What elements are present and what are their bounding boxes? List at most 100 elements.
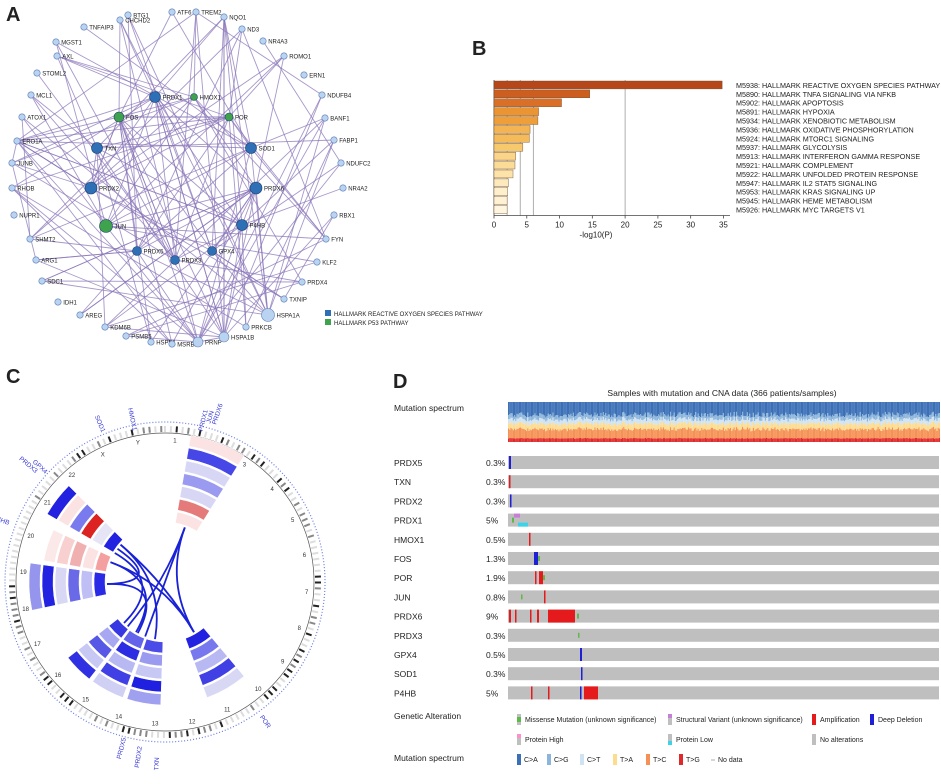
- cytoband: [11, 608, 18, 612]
- spectrum-column: [844, 430, 846, 439]
- spectrum-column: [532, 415, 534, 420]
- spectrum-column: [574, 416, 576, 421]
- spectrum-column: [530, 420, 532, 426]
- spectrum-column: [800, 423, 802, 430]
- cytoband: [214, 434, 219, 442]
- spectrum-column: [846, 422, 848, 429]
- spectrum-column: [910, 428, 912, 439]
- chromosome-label: X: [101, 452, 105, 458]
- bar: [493, 80, 723, 90]
- spectrum-column: [930, 414, 932, 419]
- spectrum-column: [798, 413, 800, 419]
- spectrum-column: [934, 420, 936, 425]
- spectrum-column: [606, 424, 608, 431]
- spectrum-column: [857, 415, 859, 420]
- spectrum-column: [546, 402, 548, 417]
- network-edge: [136, 187, 257, 252]
- spectrum-column: [821, 423, 823, 430]
- spectrum-column: [770, 422, 772, 429]
- spectrum-column: [727, 427, 729, 439]
- alteration-mark: [509, 456, 511, 469]
- spectrum-column: [644, 422, 646, 429]
- spectrum-column: [647, 402, 649, 413]
- spectrum-column: [764, 430, 766, 439]
- spectrum-column: [758, 420, 760, 425]
- spectrum-column: [608, 402, 610, 415]
- spectrum-column: [709, 423, 711, 430]
- spectrum-column: [800, 413, 802, 419]
- spectrum-column: [916, 402, 918, 413]
- spectrum-column: [604, 429, 606, 439]
- spectrum-column: [832, 419, 834, 424]
- network-node-label: PRDX2: [99, 187, 120, 193]
- spectrum-column: [619, 416, 621, 421]
- heatmap-cell: [81, 546, 100, 570]
- spectrum-column: [853, 438, 855, 442]
- spectrum-column: [534, 438, 536, 442]
- spectrum-column: [654, 430, 656, 439]
- spectrum-column: [619, 429, 621, 439]
- spectrum-column: [732, 419, 734, 425]
- spectrum-column: [859, 437, 861, 442]
- spectrum-column: [557, 419, 559, 425]
- spectrum-column: [594, 427, 596, 439]
- spectrum-column: [760, 425, 762, 431]
- spectrum-column: [820, 438, 822, 442]
- legend-label: HALLMARK REACTIVE OXYGEN SPECIES PATHWAY: [334, 312, 483, 318]
- spectrum-column: [793, 423, 795, 429]
- heatmap-cell: [43, 529, 64, 563]
- spectrum-column: [660, 412, 662, 418]
- spectrum-column: [848, 402, 850, 415]
- spectrum-column: [834, 423, 836, 430]
- spectrum-column: [898, 427, 900, 439]
- spectrum-column: [937, 418, 939, 423]
- spectrum-column: [652, 420, 654, 425]
- spectrum-column: [738, 425, 740, 431]
- heatmap-cell: [184, 460, 231, 488]
- spectrum-column: [878, 402, 880, 416]
- spectrum-column: [744, 420, 746, 425]
- cytoband: [209, 432, 214, 440]
- spectrum-column: [605, 413, 607, 419]
- network-edge: [21, 116, 31, 240]
- spectrum-column: [524, 416, 526, 421]
- spectrum-column: [602, 427, 604, 439]
- x-tick-label: 15: [588, 221, 597, 230]
- spectrum-column: [762, 402, 764, 413]
- spectrum-column: [540, 418, 542, 423]
- alteration-mark: [543, 575, 545, 581]
- spectrum-column: [762, 427, 764, 439]
- cytoband: [224, 718, 229, 726]
- spectrum-column: [886, 402, 888, 415]
- spectrum-column: [578, 438, 580, 442]
- spectrum-column: [648, 412, 650, 418]
- spectrum-column: [833, 430, 835, 439]
- spectrum-column: [685, 419, 687, 424]
- spectrum-column: [926, 425, 928, 431]
- network-edge: [118, 116, 176, 261]
- spectrum-column: [547, 438, 549, 442]
- spectrum-column: [542, 414, 544, 420]
- spectrum-column: [514, 438, 516, 442]
- spectrum-column: [809, 419, 811, 424]
- spectrum-column: [847, 402, 849, 416]
- network-edge: [195, 11, 323, 96]
- spectrum-column: [862, 418, 864, 424]
- spectrum-column: [733, 427, 735, 439]
- circos-gene-label: PRDX6: [211, 402, 224, 425]
- spectrum-column: [732, 402, 734, 416]
- spectrum-column: [731, 425, 733, 431]
- spectrum-column: [822, 413, 824, 418]
- spectrum-column: [725, 416, 727, 421]
- spectrum-column: [815, 438, 817, 442]
- category-label: M5891: HALLMARK HYPOXIA: [736, 108, 835, 117]
- spectrum-column: [668, 416, 670, 422]
- spectrum-column: [634, 421, 636, 428]
- spectrum-column: [670, 421, 672, 428]
- spectrum-column: [539, 402, 541, 414]
- spectrum-column: [662, 427, 664, 439]
- network-node: [245, 142, 257, 154]
- spectrum-column: [778, 438, 780, 442]
- spectrum-column: [872, 428, 874, 439]
- spectrum-column: [882, 418, 884, 424]
